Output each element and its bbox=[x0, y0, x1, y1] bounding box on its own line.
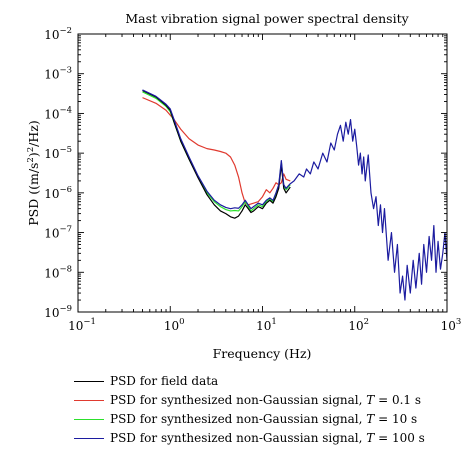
x-tick-label: 100 bbox=[164, 317, 185, 333]
y-tick-label: 10−2 bbox=[44, 26, 72, 42]
y-tick-label: 10−6 bbox=[44, 185, 72, 201]
legend-swatch-t01 bbox=[74, 400, 104, 401]
axis-ticks: 10−1 100 101 102 103 10−9 10−8 10−7 10−6 10−5 10−4… bbox=[44, 26, 461, 333]
x-tick-label: 103 bbox=[441, 317, 462, 333]
legend-label: PSD for synthesized non-Gaussian signal,… bbox=[110, 412, 418, 426]
x-tick-label: 102 bbox=[348, 317, 369, 333]
legend-item-field: PSD for field data bbox=[74, 372, 470, 391]
series-line-t100 bbox=[142, 89, 448, 301]
plot-area bbox=[142, 89, 448, 301]
y-axis-label: PSD ((m/s2)2/Hz) bbox=[26, 120, 41, 226]
plot-frame bbox=[77, 33, 448, 313]
chart-canvas: Mast vibration signal power spectral den… bbox=[26, 11, 461, 361]
chart-title: Mast vibration signal power spectral den… bbox=[125, 11, 409, 26]
legend-item-t01: PSD for synthesized non-Gaussian signal,… bbox=[74, 391, 470, 410]
y-tick-label: 10−8 bbox=[44, 264, 72, 280]
x-axis-label: Frequency (Hz) bbox=[213, 346, 312, 361]
chart-legend: PSD for field data PSD for synthesized n… bbox=[74, 372, 470, 448]
legend-swatch-field bbox=[74, 381, 104, 382]
legend-label: PSD for field data bbox=[110, 374, 219, 388]
series-line-field bbox=[142, 89, 291, 219]
y-tick-label: 10−7 bbox=[44, 225, 72, 241]
y-tick-label: 10−5 bbox=[44, 145, 72, 161]
y-tick-label: 10−9 bbox=[44, 304, 72, 320]
legend-label: PSD for synthesized non-Gaussian signal,… bbox=[110, 431, 425, 445]
y-tick-label: 10−3 bbox=[44, 66, 72, 82]
series-line-t01 bbox=[142, 97, 291, 206]
legend-item-t100: PSD for synthesized non-Gaussian signal,… bbox=[74, 429, 470, 448]
legend-label: PSD for synthesized non-Gaussian signal,… bbox=[110, 393, 422, 407]
x-tick-label: 101 bbox=[256, 317, 277, 333]
x-tick-label: 10−1 bbox=[68, 317, 96, 333]
legend-swatch-t100 bbox=[74, 438, 104, 439]
legend-item-t10: PSD for synthesized non-Gaussian signal,… bbox=[74, 410, 470, 429]
y-tick-label: 10−4 bbox=[44, 105, 72, 121]
legend-swatch-t10 bbox=[74, 419, 104, 420]
